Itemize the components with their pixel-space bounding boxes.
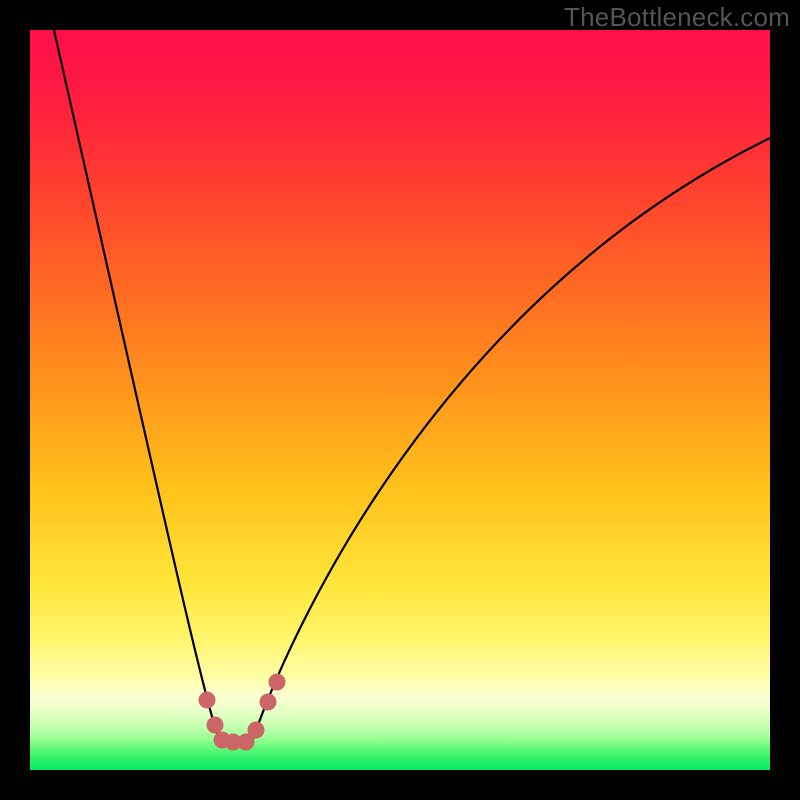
- curve-marker: [269, 674, 286, 691]
- curve-marker: [260, 694, 277, 711]
- curve-marker: [207, 717, 224, 734]
- plot-area: [30, 30, 770, 770]
- chart-frame: TheBottleneck.com: [0, 0, 800, 800]
- curve-marker: [248, 722, 265, 739]
- watermark-text: TheBottleneck.com: [564, 2, 790, 33]
- curve-marker: [199, 692, 216, 709]
- bottleneck-chart: [0, 0, 800, 800]
